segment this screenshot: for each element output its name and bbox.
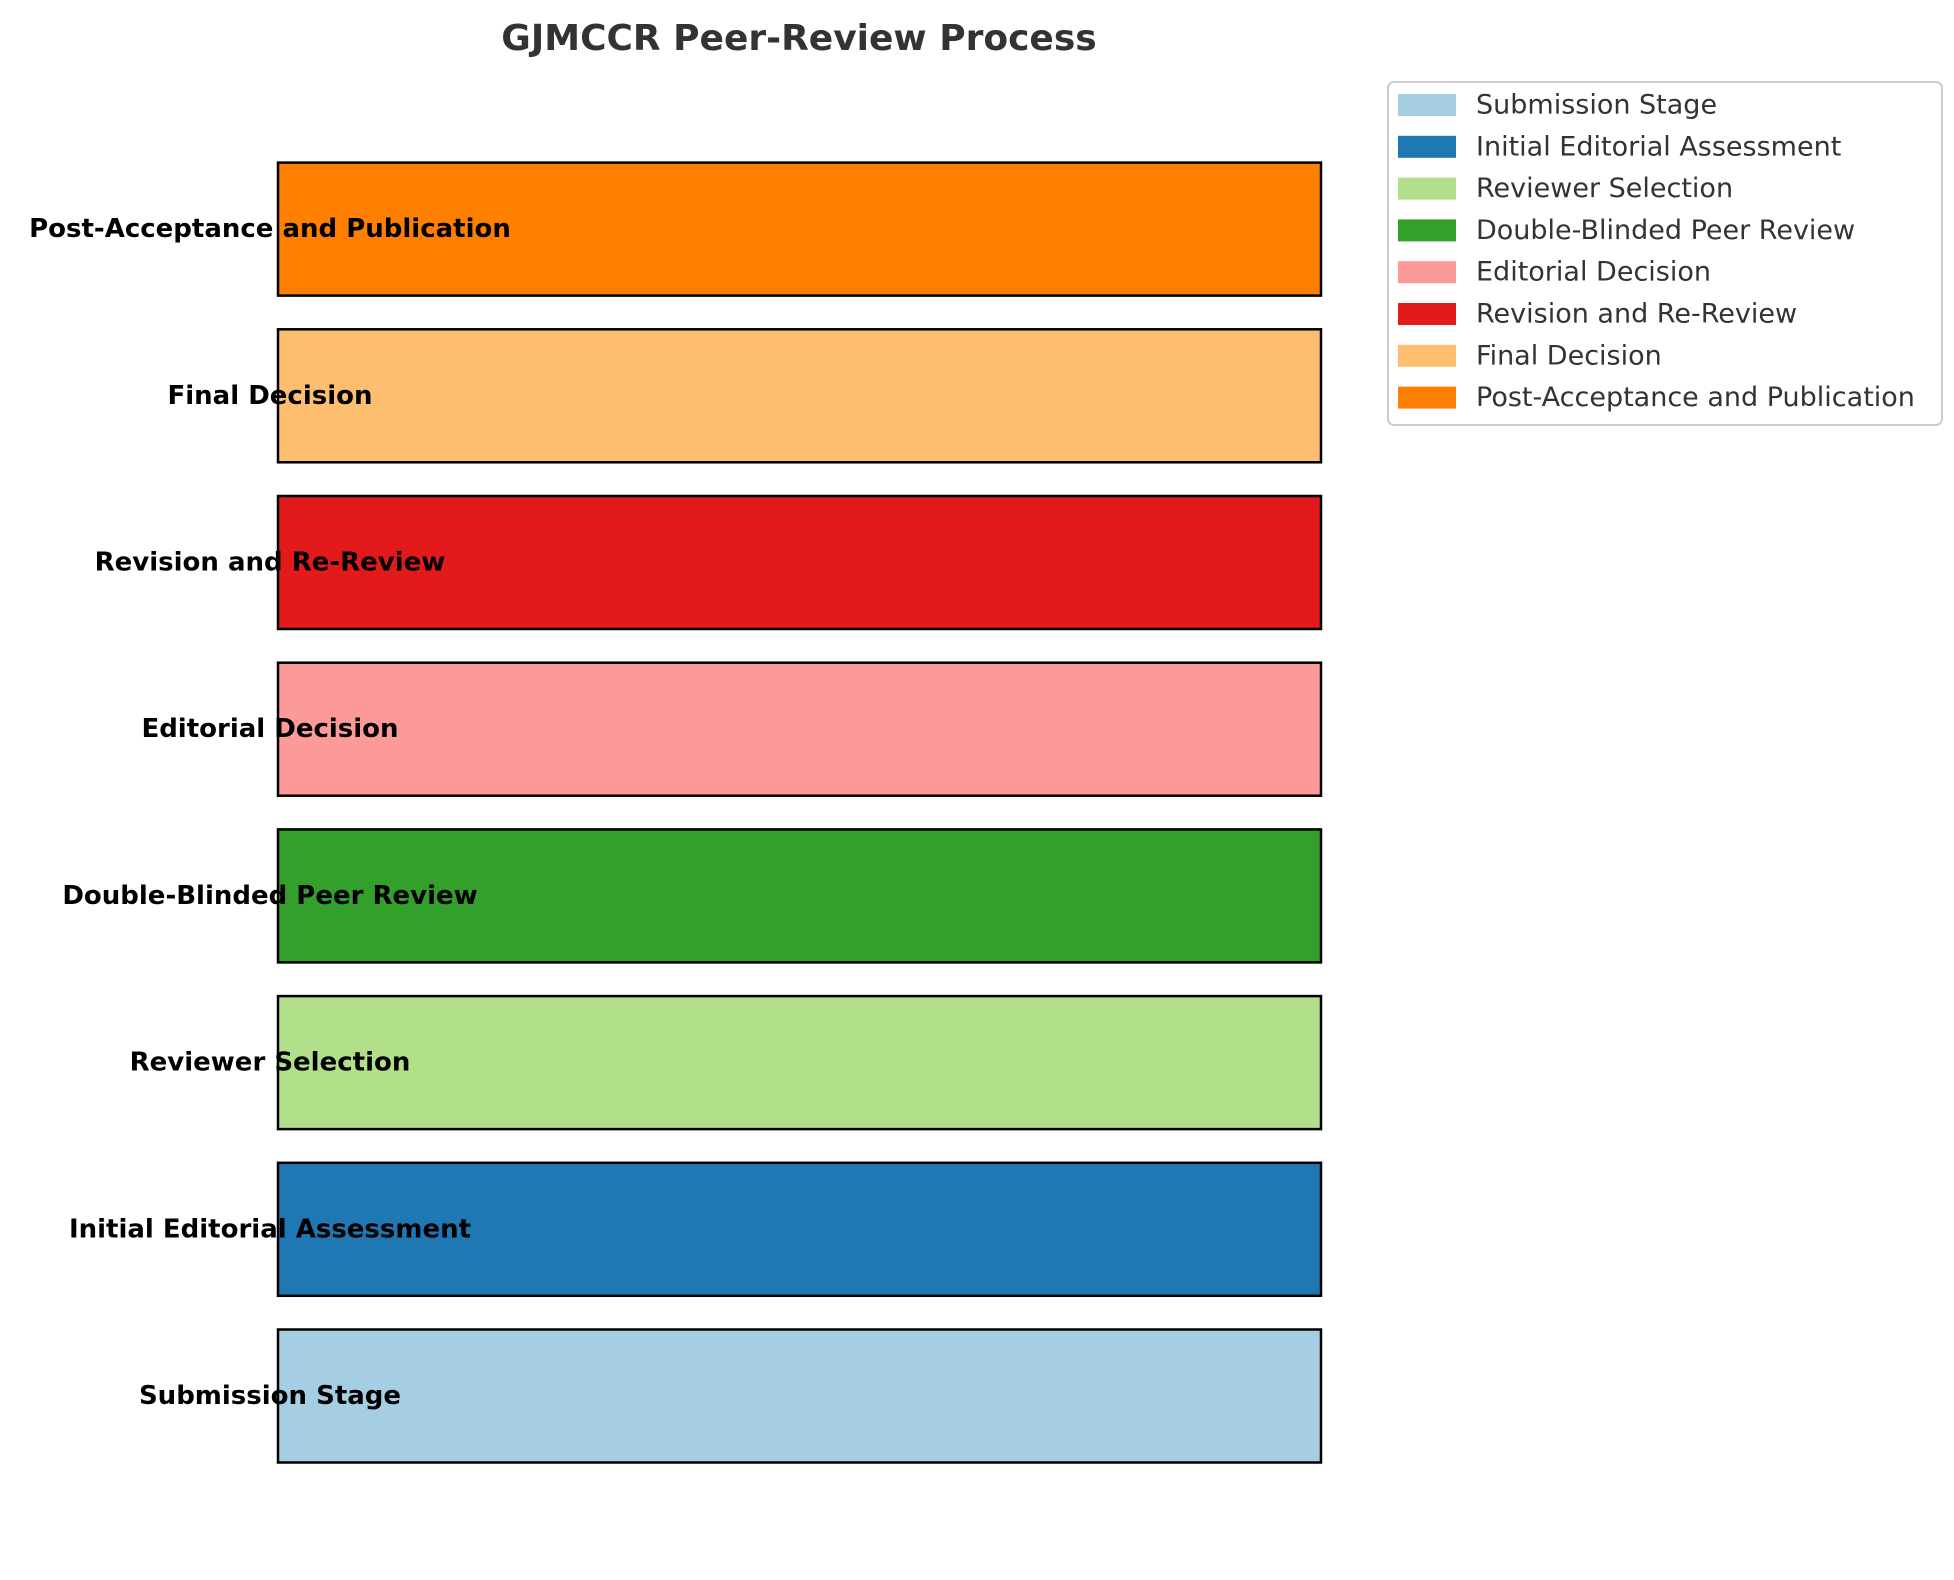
legend-swatch-submission-stage — [1398, 94, 1456, 116]
stage-label-revision-and-re-review: Revision and Re-Review — [95, 548, 446, 578]
legend-label-revision-and-re-review: Revision and Re-Review — [1476, 299, 1797, 330]
legend-label-double-blinded-peer-review: Double-Blinded Peer Review — [1476, 215, 1855, 246]
legend-swatch-revision-and-re-review — [1398, 303, 1456, 325]
bar-submission-stage — [276, 1328, 1323, 1464]
bar-initial-editorial-assessment — [276, 1161, 1323, 1298]
legend-label-post-acceptance-and-publication: Post-Acceptance and Publication — [1476, 382, 1915, 413]
legend-label-final-decision: Final Decision — [1476, 340, 1662, 371]
legend-swatch-final-decision — [1398, 344, 1456, 367]
stage-label-reviewer-selection: Reviewer Selection — [130, 1048, 411, 1078]
legend-label-editorial-decision: Editorial Decision — [1476, 257, 1711, 288]
bar-revision-and-re-review — [276, 494, 1323, 631]
legend-label-initial-editorial-assessment: Initial Editorial Assessment — [1476, 131, 1841, 162]
stage-label-submission-stage: Submission Stage — [139, 1381, 401, 1411]
bar-post-acceptance-and-publication — [276, 161, 1323, 297]
legend-swatch-reviewer-selection — [1398, 177, 1456, 200]
bar-editorial-decision — [276, 661, 1323, 797]
stage-label-editorial-decision: Editorial Decision — [141, 714, 398, 744]
legend-swatch-editorial-decision — [1398, 261, 1456, 284]
legend-swatch-post-acceptance-and-publication — [1398, 386, 1456, 409]
legend-frame — [1387, 81, 1943, 426]
chart-title: GJMCCR Peer-Review Process — [501, 18, 1096, 59]
stage-label-double-blinded-peer-review: Double-Blinded Peer Review — [62, 881, 477, 911]
bars-group — [276, 161, 1323, 1464]
legend-label-submission-stage: Submission Stage — [1476, 90, 1717, 121]
bar-double-blinded-peer-review — [276, 828, 1323, 964]
legend-swatch-initial-editorial-assessment — [1398, 135, 1456, 158]
stage-label-initial-editorial-assessment: Initial Editorial Assessment — [69, 1214, 471, 1244]
legend: Submission Stage Initial Editorial Assess… — [1387, 81, 1943, 426]
bar-reviewer-selection — [276, 994, 1323, 1131]
stage-label-post-acceptance-and-publication: Post-Acceptance and Publication — [29, 214, 511, 244]
legend-swatch-double-blinded-peer-review — [1398, 219, 1456, 242]
stage-label-final-decision: Final Decision — [168, 381, 373, 411]
stage-labels-group: Submission Stage Initial Editorial Assess… — [29, 214, 511, 1411]
legend-label-reviewer-selection: Reviewer Selection — [1476, 173, 1733, 204]
bar-final-decision — [276, 328, 1323, 464]
